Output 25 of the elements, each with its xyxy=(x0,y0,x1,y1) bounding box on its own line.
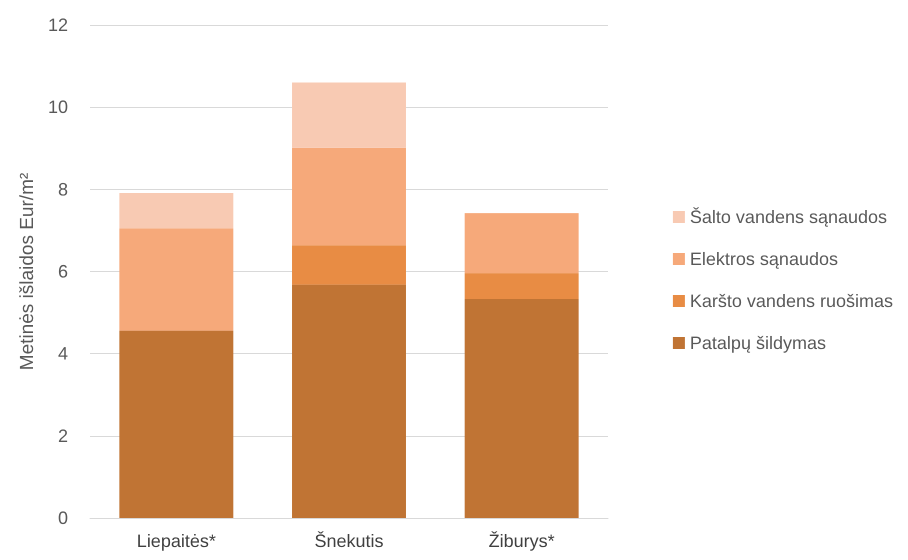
bar xyxy=(119,330,234,518)
bar xyxy=(119,193,234,228)
y-tick-label: 8 xyxy=(58,179,68,200)
bar xyxy=(464,213,579,274)
bar xyxy=(464,273,579,300)
y-tick-label: 12 xyxy=(48,15,68,35)
x-tick-label: Šnekutis xyxy=(314,531,384,551)
bar xyxy=(292,148,406,246)
x-tick-label: Žiburys* xyxy=(488,531,555,551)
bar xyxy=(464,299,579,518)
y-tick-label: 10 xyxy=(48,97,68,118)
legend-label: Patalpų šildymas xyxy=(690,333,826,353)
y-tick-label: 0 xyxy=(58,508,68,528)
x-tick-label: Liepaitės* xyxy=(136,531,216,551)
bar xyxy=(119,228,234,331)
legend-label: Šalto vandens sąnaudos xyxy=(690,207,888,227)
bar xyxy=(292,284,406,518)
bar xyxy=(292,82,406,148)
legend-label: Karšto vandens ruošimas xyxy=(690,291,894,311)
y-axis-title: Metinės išlaidos Eur/m² xyxy=(17,172,38,370)
bar xyxy=(292,245,406,285)
legend-label: Elektros sąnaudos xyxy=(690,249,838,269)
y-tick-label: 2 xyxy=(58,426,68,446)
y-tick-label: 4 xyxy=(58,344,68,364)
y-tick-label: 6 xyxy=(58,262,68,282)
